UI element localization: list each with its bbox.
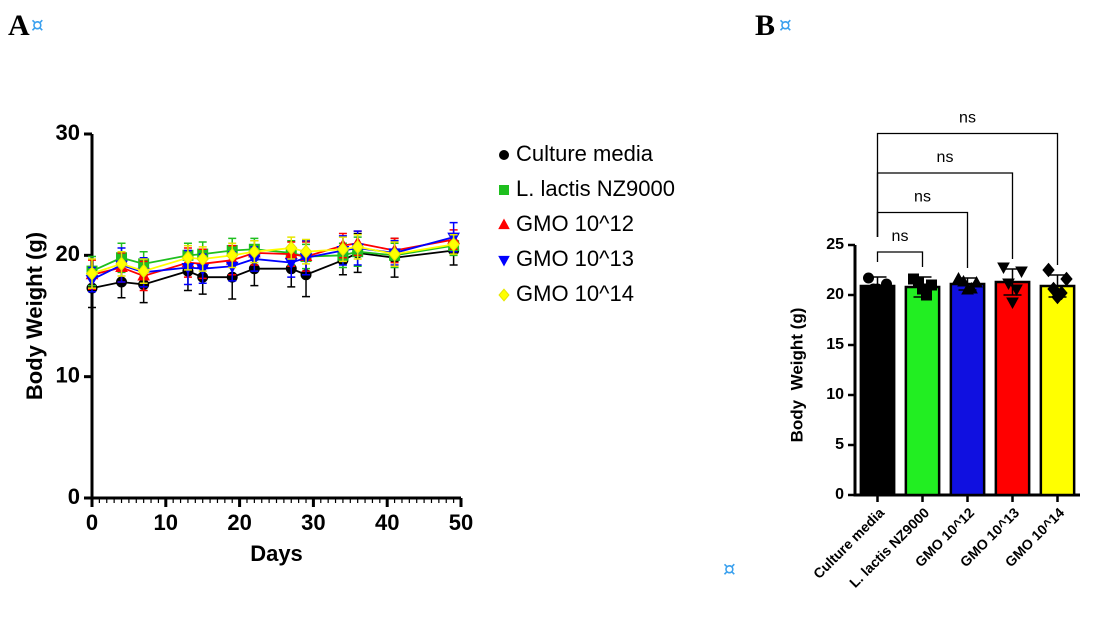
bar	[949, 282, 986, 497]
legend-label: GMO 10^14	[516, 281, 634, 306]
marker	[970, 275, 983, 288]
legend-marker	[498, 288, 510, 302]
y-tick-label: 10	[826, 386, 844, 403]
marker	[196, 251, 209, 267]
paragraph-mark: ¤	[779, 13, 792, 37]
marker	[1006, 297, 1019, 310]
significance-bracket	[876, 172, 1014, 259]
marker	[285, 240, 298, 256]
marker	[137, 263, 150, 279]
x-tick-label: 40	[375, 510, 399, 535]
x-tick-label: 0	[86, 510, 98, 535]
panel-label: B	[755, 9, 775, 42]
significance-label: ns	[914, 189, 931, 206]
significance-label: ns	[959, 110, 976, 127]
y-tick-label: 15	[826, 336, 844, 353]
significance-label: ns	[892, 228, 909, 245]
marker	[447, 237, 460, 252]
legend-label: Culture media	[516, 141, 654, 166]
legend-marker	[498, 218, 510, 230]
marker	[957, 274, 970, 287]
marker	[1015, 266, 1028, 279]
marker	[1010, 284, 1023, 297]
paragraph-mark: ¤	[723, 557, 736, 581]
paragraph-mark: ¤	[31, 13, 44, 37]
y-tick-label: 20	[826, 286, 844, 303]
x-tick-label: 50	[449, 510, 473, 535]
marker	[1002, 278, 1015, 291]
legend-label: GMO 10^12	[516, 211, 634, 236]
x-tick-label: 20	[227, 510, 251, 535]
marker	[863, 272, 874, 284]
y-axis-label: Body Weight (g)	[787, 308, 806, 443]
marker	[115, 256, 128, 272]
legend-marker	[499, 185, 509, 195]
y-tick-label: 5	[835, 436, 844, 453]
marker	[85, 266, 99, 281]
legend-label: L. lactis NZ9000	[516, 176, 675, 201]
significance-label: ns	[937, 149, 954, 166]
significance-bracket	[876, 132, 1059, 265]
bar	[904, 285, 941, 497]
marker	[872, 283, 883, 295]
marker	[917, 283, 928, 295]
y-tick-label: 25	[826, 236, 844, 253]
legend-label: GMO 10^13	[516, 246, 634, 271]
bar	[994, 280, 1031, 497]
x-tick-label: 30	[301, 510, 325, 535]
y-tick-label: 20	[56, 241, 80, 266]
panel-label: A	[8, 9, 30, 42]
y-tick-label: 30	[56, 120, 80, 145]
legend-marker	[498, 255, 510, 267]
marker	[388, 246, 401, 262]
marker	[1042, 262, 1055, 278]
marker	[336, 241, 350, 257]
x-axis-label: Days	[250, 541, 303, 566]
y-axis-label: Body Weight (g)	[22, 232, 47, 400]
significance-bracket	[876, 251, 924, 267]
marker	[961, 282, 974, 295]
y-tick-label: 0	[68, 484, 80, 509]
x-tick-label: L. lactis NZ9000	[846, 504, 932, 590]
marker	[997, 262, 1010, 275]
x-tick-label: 10	[154, 510, 178, 535]
marker	[351, 239, 364, 255]
bar	[859, 284, 896, 497]
marker	[226, 248, 239, 263]
marker	[181, 250, 195, 266]
marker	[299, 244, 313, 259]
marker	[248, 244, 261, 259]
marker	[1051, 289, 1064, 305]
bar	[1039, 284, 1076, 497]
marker	[1060, 271, 1073, 287]
y-tick-label: 10	[56, 362, 80, 387]
y-tick-label: 0	[835, 486, 844, 503]
legend-marker	[499, 150, 509, 160]
